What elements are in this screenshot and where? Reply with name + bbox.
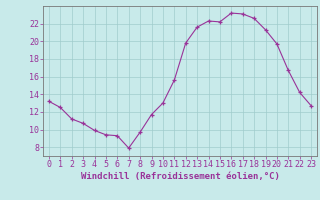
X-axis label: Windchill (Refroidissement éolien,°C): Windchill (Refroidissement éolien,°C) bbox=[81, 172, 279, 181]
